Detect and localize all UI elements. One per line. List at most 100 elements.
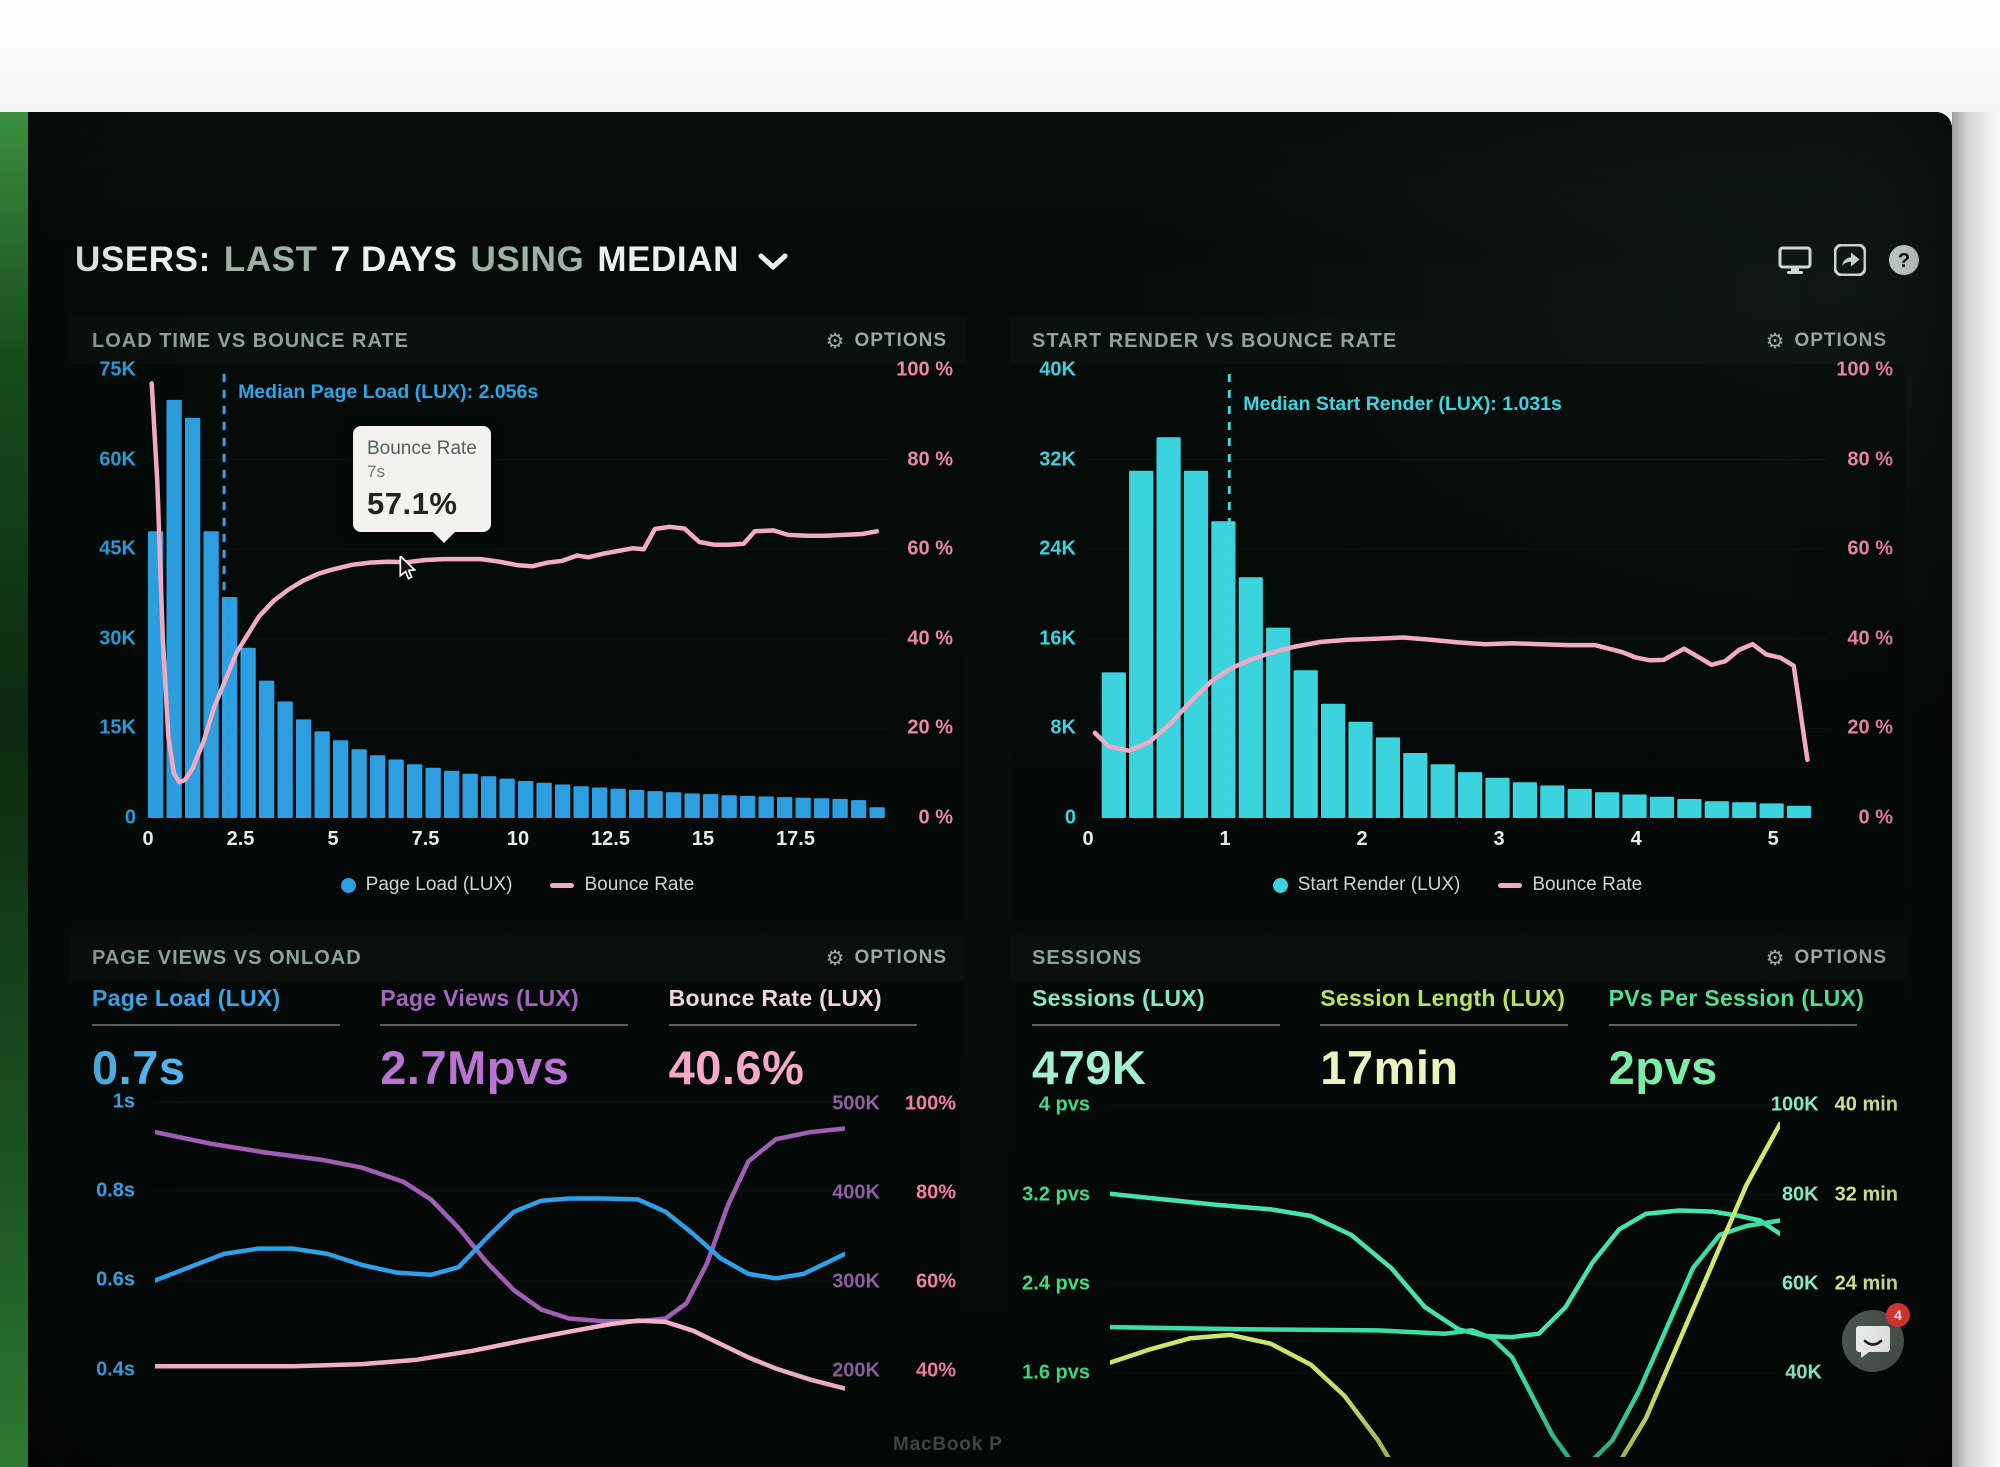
- y-axis-right: 100 % 80 % 60 % 40 % 20 % 0 %: [1828, 359, 1905, 829]
- bar-line-chart[interactable]: Median Page Load (LUX): 2.056s Bounce Rat…: [148, 370, 888, 818]
- bar: [518, 781, 534, 818]
- bar: [203, 531, 219, 818]
- axis-tick-label: 1.6 pvs: [1022, 1361, 1090, 1384]
- bar: [1595, 792, 1620, 818]
- bar: [1786, 805, 1812, 818]
- bar: [758, 796, 774, 818]
- axis-tick-label: 100K: [1770, 1093, 1819, 1116]
- axis-tick-row: 80K 32 min: [1765, 1183, 1898, 1206]
- tooltip-title: Bounce Rate: [367, 438, 477, 460]
- bar: [1677, 799, 1702, 818]
- metric-value: 17min: [1320, 1041, 1459, 1094]
- options-button[interactable]: ⚙ OPTIONS: [1760, 329, 1893, 353]
- line-series: [149, 381, 880, 785]
- legend-line-icon: [550, 882, 575, 888]
- line-series: [1107, 1191, 1783, 1340]
- bar: [351, 749, 367, 818]
- x-axis: 0 2.5 5 7.5 10 12.5 15 17.5: [142, 828, 888, 856]
- axis-tick-label: 300K: [832, 1270, 880, 1293]
- metric-underline: [380, 1024, 629, 1026]
- bar: [296, 719, 312, 818]
- metric-label: PVs Per Session (LUX): [1608, 985, 1865, 1011]
- axis-tick-label: 0 %: [1858, 806, 1893, 829]
- metric-page-views[interactable]: Page Views (LUX) 2.7Mpvs: [380, 985, 668, 1095]
- help-icon[interactable]: ?: [1888, 244, 1920, 276]
- bar: [1156, 437, 1181, 818]
- options-button[interactable]: ⚙ OPTIONS: [820, 946, 953, 970]
- axis-tick-label: 2.5: [226, 828, 255, 850]
- axis-tick-label: 40 %: [1847, 627, 1893, 650]
- axis-tick-label: 10: [506, 828, 530, 850]
- axis-tick-label: 100 %: [1836, 358, 1893, 381]
- bar: [1649, 796, 1675, 818]
- metric-page-load[interactable]: Page Load (LUX) 0.7s: [92, 985, 380, 1095]
- bar: [425, 767, 441, 818]
- title-segment: 7 DAYS: [330, 240, 458, 279]
- axis-tick-label: 15K: [99, 716, 136, 739]
- bar: [647, 791, 663, 818]
- legend-item[interactable]: Bounce Rate: [1498, 874, 1642, 896]
- bar: [1458, 772, 1483, 818]
- legend-item[interactable]: Bounce Rate: [550, 874, 694, 896]
- axis-tick-label: 32 min: [1834, 1183, 1898, 1206]
- chart-area: 4 pvs 3.2 pvs 2.4 pvs 1.6 pvs 100K 40 min 80K…: [1010, 1085, 1905, 1467]
- axis-tick-label: 2: [1356, 828, 1368, 850]
- options-label: OPTIONS: [1794, 330, 1887, 351]
- axis-tick-row: 300K 60%: [826, 1271, 956, 1294]
- axis-tick-row: 500K 100%: [826, 1092, 956, 1115]
- options-button[interactable]: ⚙ OPTIONS: [1760, 946, 1893, 970]
- metrics-row: Page Load (LUX) 0.7s Page Views (LUX) 2.…: [92, 985, 957, 1095]
- users-range-dropdown[interactable]: USERS: LAST 7 DAYS USING MEDIAN: [75, 240, 788, 280]
- axis-tick-label: 0 %: [918, 806, 953, 829]
- line-chart[interactable]: [152, 1085, 848, 1457]
- y-axis-left: 40K 32K 24K 16K 8K 0: [1010, 359, 1088, 829]
- bar-line-chart[interactable]: Median Start Render (LUX): 1.031s: [1088, 370, 1828, 818]
- bar: [259, 680, 275, 818]
- axis-tick-label: 3.2 pvs: [1022, 1183, 1090, 1206]
- axis-tick-label: 0: [1082, 828, 1094, 850]
- chart-legend: Start Render (LUX) Bounce Rate: [1010, 874, 1905, 896]
- metric-session-length[interactable]: Session Length (LUX) 17min: [1320, 985, 1608, 1095]
- share-icon[interactable]: [1833, 243, 1867, 277]
- axis-tick-label: 75K: [99, 358, 136, 381]
- legend-item[interactable]: Page Load (LUX): [340, 874, 513, 896]
- metric-sessions[interactable]: Sessions (LUX) 479K: [1032, 985, 1320, 1095]
- metric-underline: [668, 1024, 917, 1026]
- bar: [1732, 802, 1757, 818]
- axis-tick-label: 80 %: [907, 448, 953, 471]
- bar: [1375, 737, 1400, 818]
- title-segment: MEDIAN: [597, 240, 739, 279]
- axis-tick-label: 17.5: [776, 828, 815, 850]
- axis-tick-label: 60 %: [907, 537, 953, 560]
- axis-tick-label: 40 %: [907, 627, 953, 650]
- chat-launcher[interactable]: 4: [1842, 1303, 1910, 1372]
- axis-tick-label: 8K: [1050, 716, 1076, 739]
- axis-tick-label: 0: [124, 806, 136, 829]
- median-label: Median Page Load (LUX): 2.056s: [238, 381, 538, 403]
- gear-icon: ⚙: [825, 945, 846, 970]
- axis-tick-label: 40K: [1785, 1361, 1822, 1384]
- bar: [462, 773, 478, 818]
- legend-label: Page Load (LUX): [365, 874, 513, 895]
- metric-pvs-per-session[interactable]: PVs Per Session (LUX) 2pvs: [1608, 985, 1897, 1095]
- y-axis-left: 4 pvs 3.2 pvs 2.4 pvs 1.6 pvs: [1010, 1085, 1100, 1457]
- axis-tick-label: 60 %: [1847, 537, 1893, 560]
- axis-tick-label: 32K: [1039, 448, 1076, 471]
- metric-underline: [1320, 1024, 1569, 1026]
- bar: [1183, 470, 1209, 818]
- axis-tick-label: 500K: [832, 1092, 880, 1115]
- panel-title: SESSIONS: [1032, 946, 1143, 969]
- metric-label: Session Length (LUX): [1320, 985, 1566, 1011]
- gear-icon: ⚙: [1765, 945, 1786, 970]
- metric-bounce-rate[interactable]: Bounce Rate (LUX) 40.6%: [668, 985, 957, 1095]
- display-icon[interactable]: [1778, 245, 1812, 275]
- metric-value: 479K: [1032, 1041, 1147, 1094]
- line-chart[interactable]: [1107, 1085, 1783, 1467]
- options-button[interactable]: ⚙ OPTIONS: [820, 329, 953, 353]
- bar: [1622, 794, 1647, 818]
- axis-tick-label: 400K: [832, 1181, 880, 1204]
- bar: [573, 786, 589, 818]
- header-icons: ?: [1778, 243, 1920, 277]
- legend-item[interactable]: Start Render (LUX): [1272, 874, 1460, 896]
- panel-sessions: SESSIONS ⚙ OPTIONS Sessions (LUX) 479K S…: [1010, 935, 1905, 1467]
